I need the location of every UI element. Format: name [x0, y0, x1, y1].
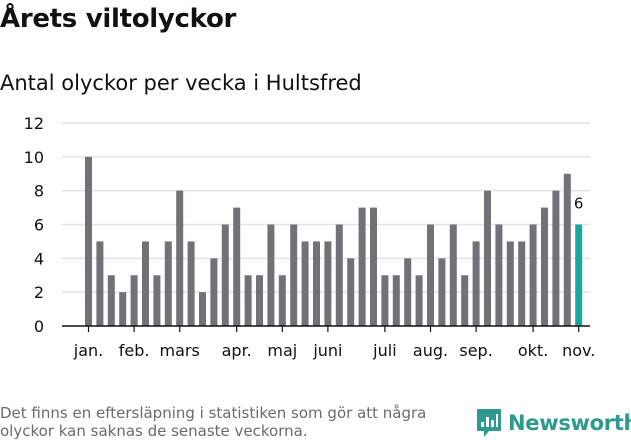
bar	[347, 258, 355, 326]
bar	[518, 241, 526, 326]
bar	[541, 207, 548, 326]
brand-name: Newsworthy	[508, 411, 631, 435]
bar	[415, 275, 423, 326]
x-tick-label: mars	[160, 341, 200, 360]
y-tick-label: 10	[24, 148, 44, 167]
annotations: 6	[574, 195, 584, 213]
bar	[107, 275, 115, 326]
x-tick-label: okt.	[518, 341, 548, 360]
bar	[552, 190, 560, 326]
bar	[427, 224, 434, 326]
x-tick-label: apr.	[222, 341, 252, 360]
bar	[381, 275, 389, 326]
bar	[142, 241, 149, 326]
bar	[324, 241, 332, 326]
x-tick-label: juli	[372, 341, 396, 360]
bar	[461, 275, 469, 326]
bar	[244, 275, 252, 326]
x-tick-label: juni	[312, 341, 342, 360]
page-title: Årets viltolyckor	[0, 4, 237, 34]
bar-chart: 0 2 4 6 8 10 12 jan. feb. mars apr. maj juni juli aug…	[24, 114, 596, 360]
bar	[449, 224, 457, 326]
bar	[233, 207, 241, 326]
x-tick-label: feb.	[119, 341, 150, 360]
bar	[187, 241, 195, 326]
bar	[256, 275, 263, 326]
newsworthy-logo-icon	[477, 409, 501, 437]
bar	[484, 190, 491, 326]
bar	[506, 241, 514, 326]
bar	[130, 275, 138, 326]
bar	[119, 292, 127, 326]
bar	[495, 224, 503, 326]
x-tick-label: aug.	[413, 341, 448, 360]
bar	[210, 258, 218, 326]
bar	[153, 275, 161, 326]
x-tick-label: jan.	[73, 341, 103, 360]
bar	[313, 241, 320, 326]
bar	[267, 224, 275, 326]
bar	[96, 241, 104, 326]
x-axis-labels: jan. feb. mars apr. maj juni juli aug. sep. okt. n…	[73, 341, 596, 360]
bar	[176, 190, 184, 326]
y-tick-label: 0	[34, 317, 44, 336]
y-tick-label: 6	[34, 216, 44, 235]
bar	[278, 275, 286, 326]
bars	[85, 156, 583, 326]
bar	[370, 207, 377, 326]
bar	[529, 224, 537, 326]
bar	[563, 173, 571, 326]
bar	[335, 224, 343, 326]
bar	[301, 241, 309, 326]
y-tick-label: 8	[34, 182, 44, 201]
x-tick-label: sep.	[459, 341, 492, 360]
bar	[404, 258, 412, 326]
bar-highlight	[575, 224, 583, 326]
y-tick-label: 12	[24, 114, 44, 133]
bar	[392, 275, 400, 326]
bar	[199, 292, 206, 326]
bar	[290, 224, 298, 326]
footnote: Det finns en eftersläpning i statistiken…	[0, 404, 427, 440]
chart-title: Antal olyckor per vecka i Hultsfred	[0, 71, 362, 95]
y-tick-label: 4	[34, 249, 44, 268]
highlight-value-label: 6	[574, 195, 584, 213]
y-tick-label: 2	[34, 283, 44, 302]
bar	[221, 224, 229, 326]
x-tick-label: nov.	[562, 341, 595, 360]
x-axis	[62, 325, 590, 332]
x-tick-label: maj	[267, 341, 297, 360]
brand-logo: Newsworthy	[476, 408, 631, 438]
bar	[438, 258, 446, 326]
bar	[358, 207, 366, 326]
bar	[164, 241, 172, 326]
y-axis-labels: 0 2 4 6 8 10 12	[24, 114, 44, 336]
bar	[472, 241, 480, 326]
bar	[85, 156, 92, 326]
